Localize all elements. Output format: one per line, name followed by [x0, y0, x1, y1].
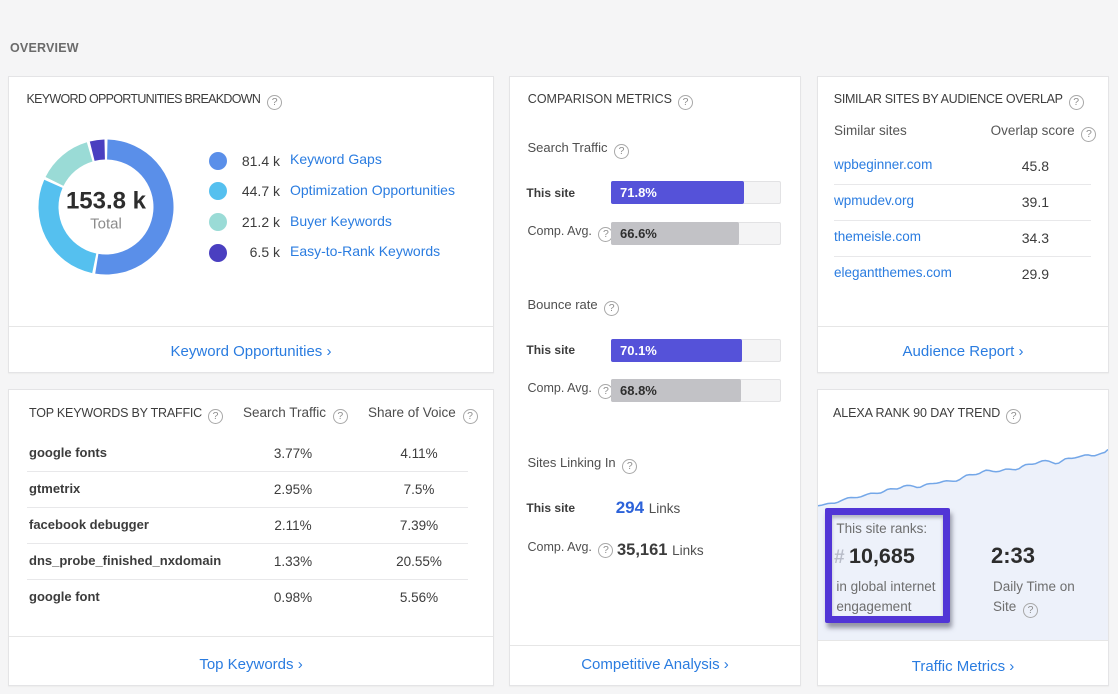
- svg-text:Total: Total: [90, 215, 122, 232]
- svg-text:153.8 k: 153.8 k: [66, 187, 147, 214]
